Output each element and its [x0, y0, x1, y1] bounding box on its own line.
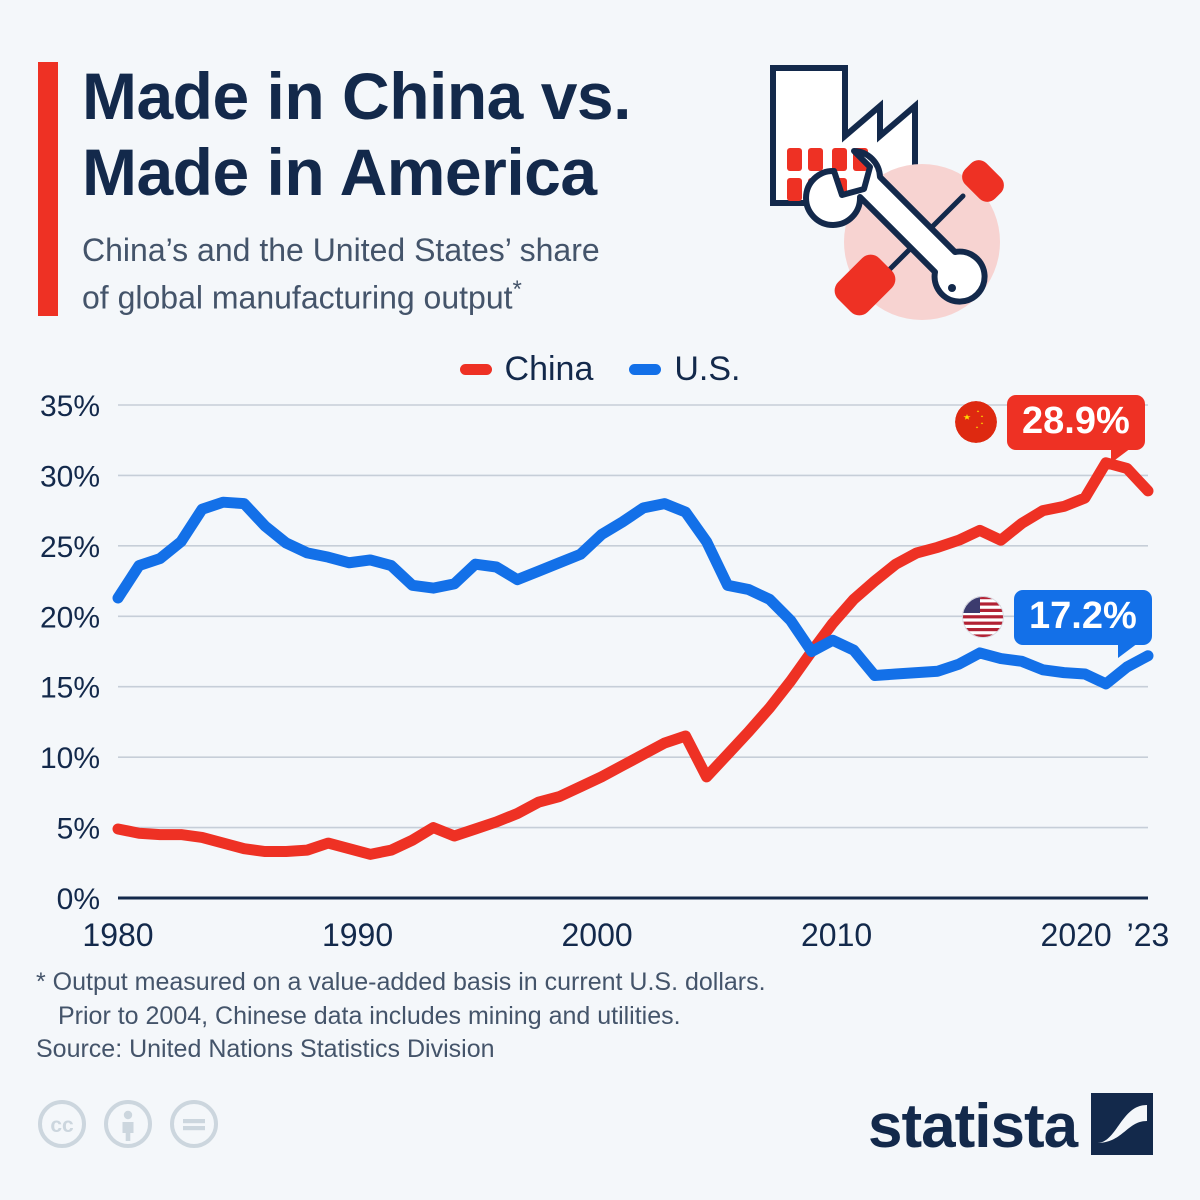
factory-tools-illustration [740, 48, 1030, 348]
statista-wordmark: statista [868, 1091, 1078, 1161]
callout-value-us: 17.2% [1029, 595, 1137, 637]
line-chart: 35% 30% 25% 20% 15% 10% 5% 0% 1980 1990 2000 2010 2… [0, 390, 1200, 950]
x-axis-tick-label: 1980 [82, 917, 153, 950]
creative-commons-icons: cc [36, 1098, 220, 1155]
y-axis-tick-label: 35% [40, 390, 100, 423]
title-line-1: Made in China vs. [82, 59, 631, 133]
cc-by-icon[interactable] [102, 1098, 154, 1155]
y-axis-tick-label: 30% [40, 460, 100, 493]
footnotes: * Output measured on a value-added basis… [36, 965, 936, 1033]
wrench-icon [803, 148, 988, 305]
chart-x-axis-labels: 1980 1990 2000 2010 2020 ’23 [82, 917, 1169, 950]
cc-icon[interactable]: cc [36, 1098, 88, 1155]
subtitle-line-1: China’s and the United States’ share [82, 232, 600, 268]
us-flag-icon [962, 596, 1004, 639]
y-axis-tick-label: 5% [57, 813, 100, 846]
title-line-2: Made in America [82, 135, 597, 209]
legend-item-us[interactable]: U.S. [629, 350, 740, 389]
statista-logo: statista [868, 1091, 1154, 1161]
x-axis-tick-label: ’23 [1127, 917, 1170, 950]
series-line-china [112, 457, 1154, 860]
footnote-line-1: * Output measured on a value-added basis… [36, 968, 766, 996]
legend-label-us: U.S. [674, 350, 741, 388]
header: Made in China vs. Made in America China’… [0, 0, 1200, 345]
x-axis-tick-label: 1990 [322, 917, 393, 950]
legend-label-china: China [504, 350, 594, 388]
legend-item-china[interactable]: China [459, 350, 594, 389]
callout-china: 28.9% [955, 395, 1145, 462]
cc-nd-icon[interactable] [168, 1098, 220, 1155]
subtitle-line-2: of global manufacturing output* [82, 270, 782, 318]
footnote-line-2: Prior to 2004, Chinese data includes min… [58, 1002, 681, 1030]
page-title: Made in China vs. Made in America [82, 58, 782, 210]
callout-value-china: 28.9% [1022, 400, 1130, 442]
chart-legend: China U.S. [0, 350, 1200, 389]
svg-text:cc: cc [50, 1114, 74, 1137]
y-axis-tick-label: 20% [40, 601, 100, 634]
y-axis-tick-label: 25% [40, 531, 100, 564]
subtitle-line-2-text: of global manufacturing output [82, 279, 513, 316]
chart-y-axis-labels: 35% 30% 25% 20% 15% 10% 5% 0% [40, 390, 100, 916]
footnote-marker: * [512, 276, 522, 303]
statista-mark-icon [1091, 1093, 1154, 1160]
x-axis-tick-label: 2020 [1041, 917, 1112, 950]
y-axis-tick-label: 10% [40, 742, 100, 775]
x-axis-tick-label: 2010 [801, 917, 872, 950]
source-line: Source: United Nations Statistics Divisi… [36, 1035, 495, 1063]
legend-swatch-china [459, 364, 492, 375]
callout-bubble-us: 17.2% [1014, 590, 1152, 657]
page-subtitle: China’s and the United States’ share of … [82, 230, 782, 318]
y-axis-tick-label: 0% [57, 883, 100, 916]
callout-us: 17.2% [962, 590, 1152, 657]
x-axis-tick-label: 2000 [561, 917, 632, 950]
callout-bubble-china: 28.9% [1007, 395, 1145, 462]
accent-bar [38, 62, 58, 316]
chart-series-lines [112, 457, 1154, 860]
china-flag-icon [955, 401, 997, 444]
y-axis-tick-label: 15% [40, 672, 100, 705]
legend-swatch-us [629, 364, 662, 375]
series-line-us [112, 496, 1154, 690]
